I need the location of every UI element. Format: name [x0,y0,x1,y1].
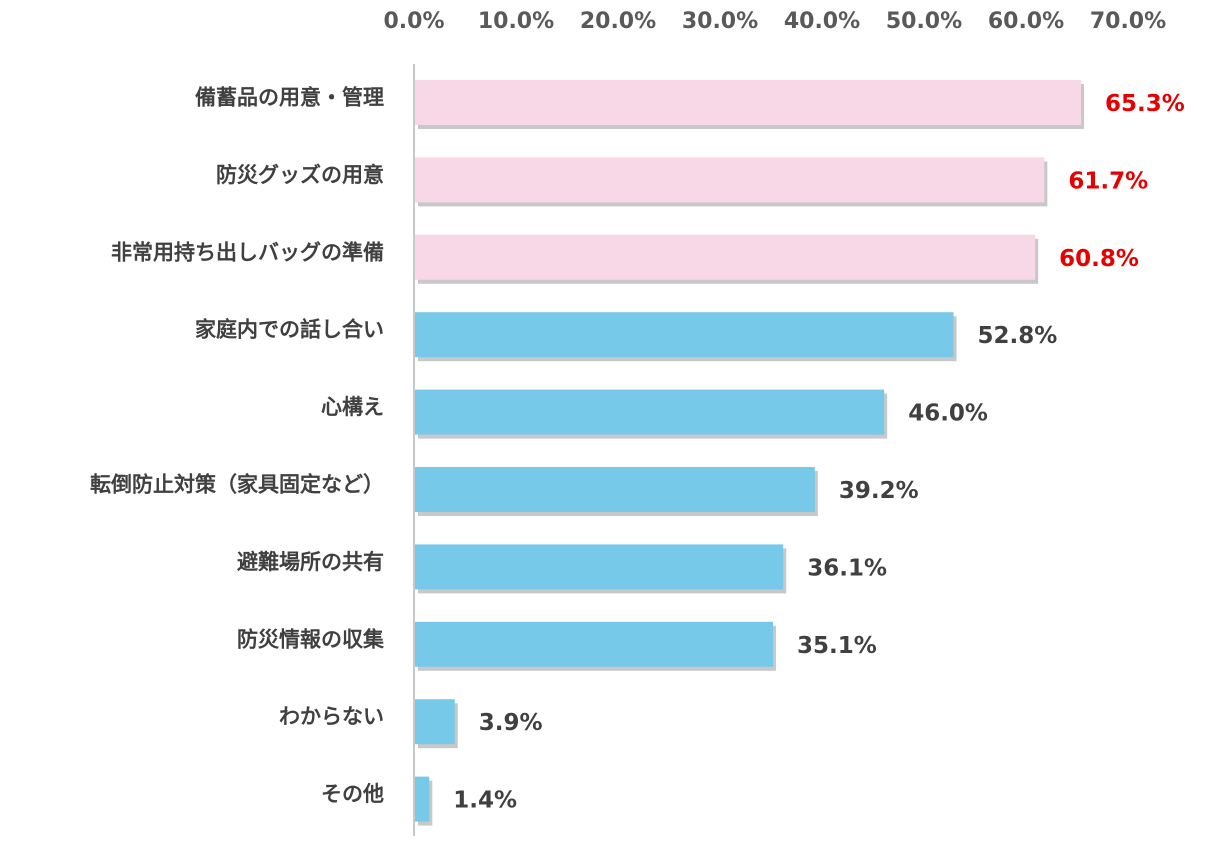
category-labels: 備蓄品の用意・管理防災グッズの用意非常用持ち出しバッグの準備家庭内での話し合い心… [90,86,385,807]
bar [415,80,1082,125]
bar [415,467,815,512]
bar [415,776,430,822]
data-labels: 65.3% 61.7% 60.8% 52.8% 46.0% 39.2% 36.1% 35.1%… [453,91,1185,814]
data-label: 52.8% [978,323,1058,349]
category-label: 防災グッズの用意 [216,163,384,187]
bar [415,157,1045,203]
bar [415,699,455,745]
bar [415,312,954,358]
x-tick-label: 70.0% [1090,9,1166,34]
category-label: 非常用持ち出しバッグの準備 [111,240,384,264]
x-tick-label: 20.0% [580,9,656,34]
data-label: 35.1% [797,633,877,659]
data-label: 61.7% [1068,168,1148,194]
x-tick-label: 0.0% [383,9,444,34]
x-tick-label: 40.0% [784,9,860,34]
data-label: 60.8% [1059,246,1139,272]
bars [415,80,1082,822]
x-tick-label: 60.0% [988,9,1064,34]
data-label: 36.1% [807,555,887,581]
category-label: わからない [279,705,384,729]
category-label: 避難場所の共有 [237,550,384,574]
category-label: 防災情報の収集 [237,627,385,651]
bar [415,234,1036,280]
category-label: 家庭内での話し合い [195,318,384,342]
x-tick-label: 50.0% [886,9,962,34]
bar [415,389,885,435]
bar [415,544,784,590]
data-label: 3.9% [479,710,543,736]
data-label: 65.3% [1105,91,1185,117]
x-tick-label: 30.0% [682,9,758,34]
category-label: 備蓄品の用意・管理 [195,86,384,110]
category-label: 転倒防止対策（家具固定など） [90,473,384,497]
x-tick-label: 10.0% [478,9,554,34]
data-label: 39.2% [839,478,919,504]
category-label: その他 [321,782,384,806]
category-label: 心構え [321,395,384,419]
bar [415,621,774,667]
data-label: 1.4% [453,788,517,814]
x-axis-ticks: 0.0% 10.0% 20.0% 30.0% 40.0% 50.0% 60.0% 70.0% [383,9,1166,34]
data-label: 46.0% [908,401,988,427]
